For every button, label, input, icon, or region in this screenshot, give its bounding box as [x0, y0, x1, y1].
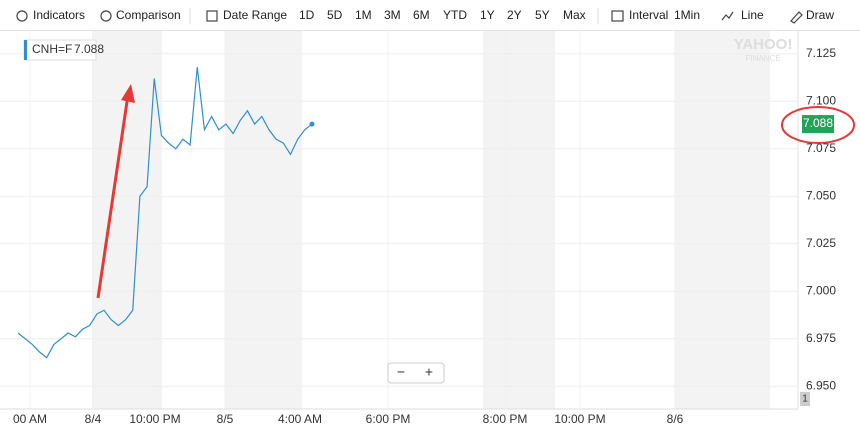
x-tick-label: 8/5: [217, 412, 234, 426]
icon: [16, 10, 28, 22]
annotation-circle: [781, 106, 855, 144]
toolbar-item[interactable]: Interval: [629, 8, 668, 22]
x-tick-label: 6:00 PM: [366, 412, 411, 426]
y-tick-label: 7.125: [806, 46, 836, 60]
tooltip-accent: [24, 40, 27, 60]
tooltip-symbol: CNH=F: [32, 42, 72, 56]
toolbar-item[interactable]: 3M: [384, 8, 401, 22]
y-tick-label: 7.075: [806, 141, 836, 155]
toolbar-item[interactable]: 6M: [413, 8, 430, 22]
badge-box: [800, 392, 810, 406]
icon: [790, 11, 803, 24]
x-tick-label: 8/6: [667, 412, 684, 426]
toolbar-item[interactable]: Draw: [806, 8, 834, 22]
x-tick-label: 00 AM: [13, 412, 47, 426]
x-tick-label: 4:00 AM: [278, 412, 322, 426]
toolbar-item[interactable]: 2Y: [507, 8, 522, 22]
last-point: [309, 121, 315, 127]
toolbar-item[interactable]: Indicators: [33, 8, 85, 22]
toolbar-item[interactable]: 5D: [327, 8, 343, 22]
last-price-box: [802, 115, 834, 134]
zoom-out[interactable]: −: [397, 364, 405, 380]
toolbar-item[interactable]: 1Min: [674, 8, 700, 22]
y-tick-label: 7.000: [806, 283, 836, 297]
watermark: YAHOO!: [734, 36, 793, 53]
toolbar-item[interactable]: 5Y: [535, 8, 550, 22]
closed-band: [483, 31, 555, 409]
y-tick-label: 7.050: [806, 188, 836, 202]
toolbar-item[interactable]: 1M: [355, 8, 372, 22]
tooltip-price: 7.088: [74, 42, 104, 56]
icon: [611, 10, 624, 22]
price-line: [17, 67, 313, 359]
y-tick-label: 7.025: [806, 236, 836, 250]
toolbar-item[interactable]: Date Range: [223, 8, 287, 22]
zoom-box: [387, 362, 445, 384]
closed-band: [225, 31, 302, 409]
toolbar-item[interactable]: YTD: [443, 8, 467, 22]
closed-band: [92, 31, 162, 409]
zoom-in[interactable]: +: [425, 364, 433, 380]
y-tick-label: 6.975: [806, 331, 836, 345]
badge: 1: [802, 394, 808, 405]
annotation-arrowhead: [121, 84, 135, 103]
watermark: FINANCE: [745, 54, 780, 63]
icon: [100, 10, 112, 22]
y-tick-label: 6.950: [806, 378, 836, 392]
toolbar-item[interactable]: Line: [741, 8, 764, 22]
x-tick-label: 8/4: [85, 412, 102, 426]
x-tick-label: 10:00 PM: [554, 412, 605, 426]
toolbar-item[interactable]: Max: [563, 8, 586, 22]
toolbar-item[interactable]: 1Y: [480, 8, 495, 22]
annotation-arrow: [96, 94, 130, 299]
y-tick-label: 7.100: [806, 93, 836, 107]
closed-band: [675, 31, 770, 409]
x-tick-label: 10:00 PM: [129, 412, 180, 426]
last-price-label: 7.088: [803, 116, 833, 130]
x-tick-label: 8:00 PM: [483, 412, 528, 426]
icon: [206, 10, 218, 22]
toolbar-item[interactable]: Comparison: [116, 8, 181, 22]
toolbar-item[interactable]: 1D: [299, 8, 315, 22]
icon: [721, 11, 734, 21]
